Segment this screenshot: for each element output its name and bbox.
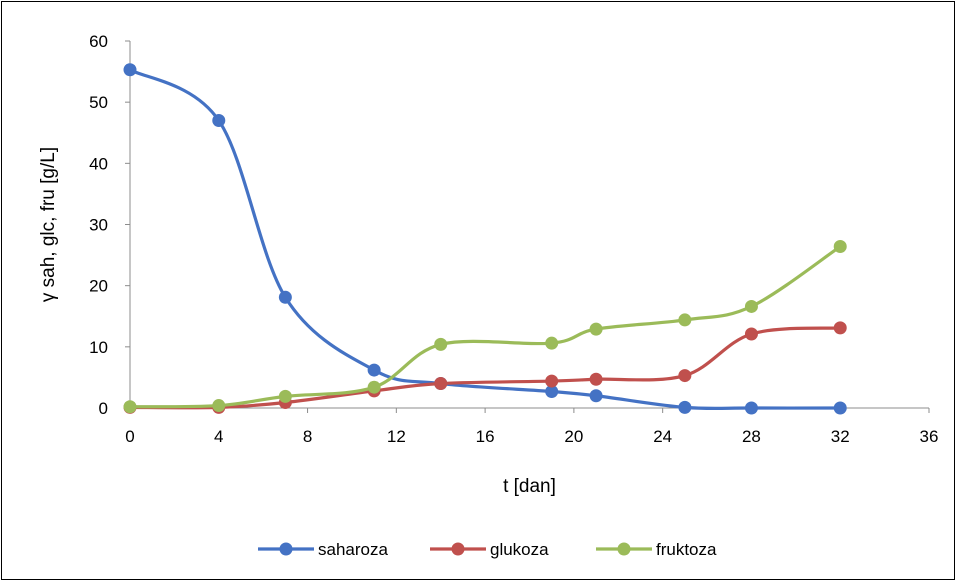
- glukoza-point: [589, 372, 603, 386]
- fruktoza-line: [128, 244, 842, 409]
- glukoza-point: [833, 321, 847, 335]
- saharoza-point: [589, 389, 603, 403]
- saharoza-line: [128, 68, 842, 411]
- fruktoza-point: [212, 399, 226, 413]
- series-saharoza: [123, 63, 847, 415]
- x-tick-label: 28: [742, 427, 761, 446]
- y-tick-label: 50: [89, 93, 108, 112]
- legend-label: glukoza: [490, 540, 549, 559]
- series-fruktoza: [123, 240, 847, 414]
- legend-label: saharoza: [318, 540, 388, 559]
- x-tick-label: 36: [920, 427, 939, 446]
- legend-item-saharoza: saharoza: [258, 540, 388, 559]
- series-layer: [123, 63, 847, 415]
- x-tick-label: 20: [564, 427, 583, 446]
- legend-marker: [279, 542, 293, 556]
- saharoza-point: [545, 384, 559, 398]
- fruktoza-point: [589, 322, 603, 336]
- x-tick-label: 32: [831, 427, 850, 446]
- glukoza-line: [128, 326, 842, 410]
- legend-marker: [451, 542, 465, 556]
- glukoza-point: [545, 374, 559, 388]
- series-glukoza: [123, 321, 847, 414]
- y-tick-label: 30: [89, 216, 108, 235]
- fruktoza-point: [123, 400, 137, 414]
- x-axis-title: t [dan]: [503, 476, 556, 497]
- x-tick-label: 12: [387, 427, 406, 446]
- glukoza-point: [678, 369, 692, 383]
- fruktoza-point: [744, 299, 758, 313]
- legend-label: fruktoza: [656, 540, 717, 559]
- legend-marker: [617, 542, 631, 556]
- glukoza-point: [434, 377, 448, 391]
- y-tick-label: 60: [89, 32, 108, 51]
- saharoza-point: [123, 63, 137, 77]
- chart-legend: saharoza glukoza fruktoza: [258, 540, 717, 559]
- fruktoza-point: [367, 380, 381, 394]
- x-tick-label: 16: [476, 427, 495, 446]
- saharoza-point: [367, 363, 381, 377]
- y-axis-title: γ sah, glc, fru [g/L]: [38, 147, 59, 302]
- saharoza-point: [212, 114, 226, 128]
- saharoza-point: [833, 401, 847, 415]
- saharoza-point: [278, 290, 292, 304]
- fruktoza-point: [545, 336, 559, 350]
- fruktoza-point: [434, 337, 448, 351]
- saharoza-point: [678, 400, 692, 414]
- chart-axes: 0 10 20 30 40 50 60 0 4 8 12 16 20 24 28 32 36 t [dan] γ s…: [38, 32, 938, 497]
- y-tick-label: 0: [99, 399, 108, 418]
- x-tick-label: 4: [214, 427, 223, 446]
- y-tick-label: 40: [89, 154, 108, 173]
- legend-item-glukoza: glukoza: [430, 540, 549, 559]
- fruktoza-point: [833, 240, 847, 254]
- y-tick-label: 20: [89, 277, 108, 296]
- x-tick-label: 8: [303, 427, 312, 446]
- fruktoza-point: [678, 313, 692, 327]
- fruktoza-point: [278, 389, 292, 403]
- y-tick-label: 10: [89, 338, 108, 357]
- glukoza-point: [744, 327, 758, 341]
- x-tick-label: 24: [653, 427, 672, 446]
- saharoza-point: [744, 401, 758, 415]
- legend-item-fruktoza: fruktoza: [596, 540, 717, 559]
- x-tick-label: 0: [125, 427, 134, 446]
